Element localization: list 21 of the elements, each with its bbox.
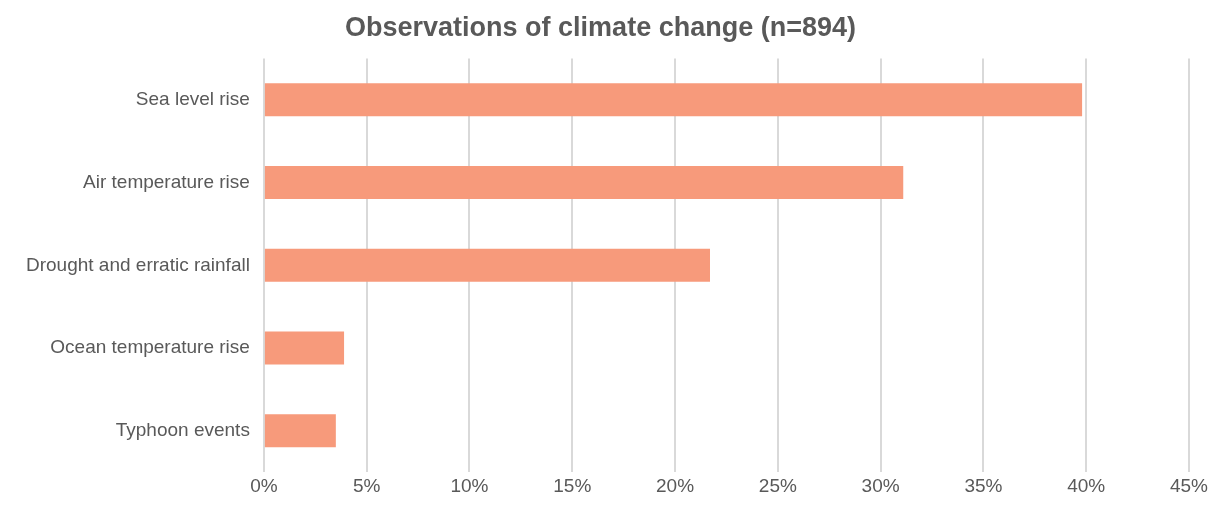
- x-tick-label: 0%: [250, 474, 278, 496]
- chart-title: Observations of climate change (n=894): [345, 11, 856, 42]
- y-tick-label: Drought and erratic rainfall: [26, 253, 250, 275]
- y-tick-label: Air temperature rise: [83, 170, 250, 192]
- x-tick-label: 25%: [758, 474, 797, 496]
- y-tick-label: Typhoon events: [115, 419, 250, 441]
- x-tick-label: 15%: [553, 474, 592, 496]
- x-tick-label: 30%: [861, 474, 900, 496]
- x-tick-label: 35%: [964, 474, 1003, 496]
- bar: [264, 414, 336, 448]
- y-tick-label: Sea level rise: [135, 88, 250, 110]
- bar: [264, 165, 904, 200]
- bar: [264, 248, 710, 282]
- x-tick-label: 10%: [450, 474, 489, 496]
- bar: [264, 331, 345, 365]
- y-tick-label: Ocean temperature rise: [50, 336, 250, 358]
- bar: [264, 83, 1083, 117]
- x-tick-label: 5%: [352, 474, 381, 496]
- x-tick-label: 40%: [1067, 474, 1106, 496]
- x-tick-label: 20%: [656, 474, 695, 496]
- x-tick-label: 45%: [1169, 474, 1209, 496]
